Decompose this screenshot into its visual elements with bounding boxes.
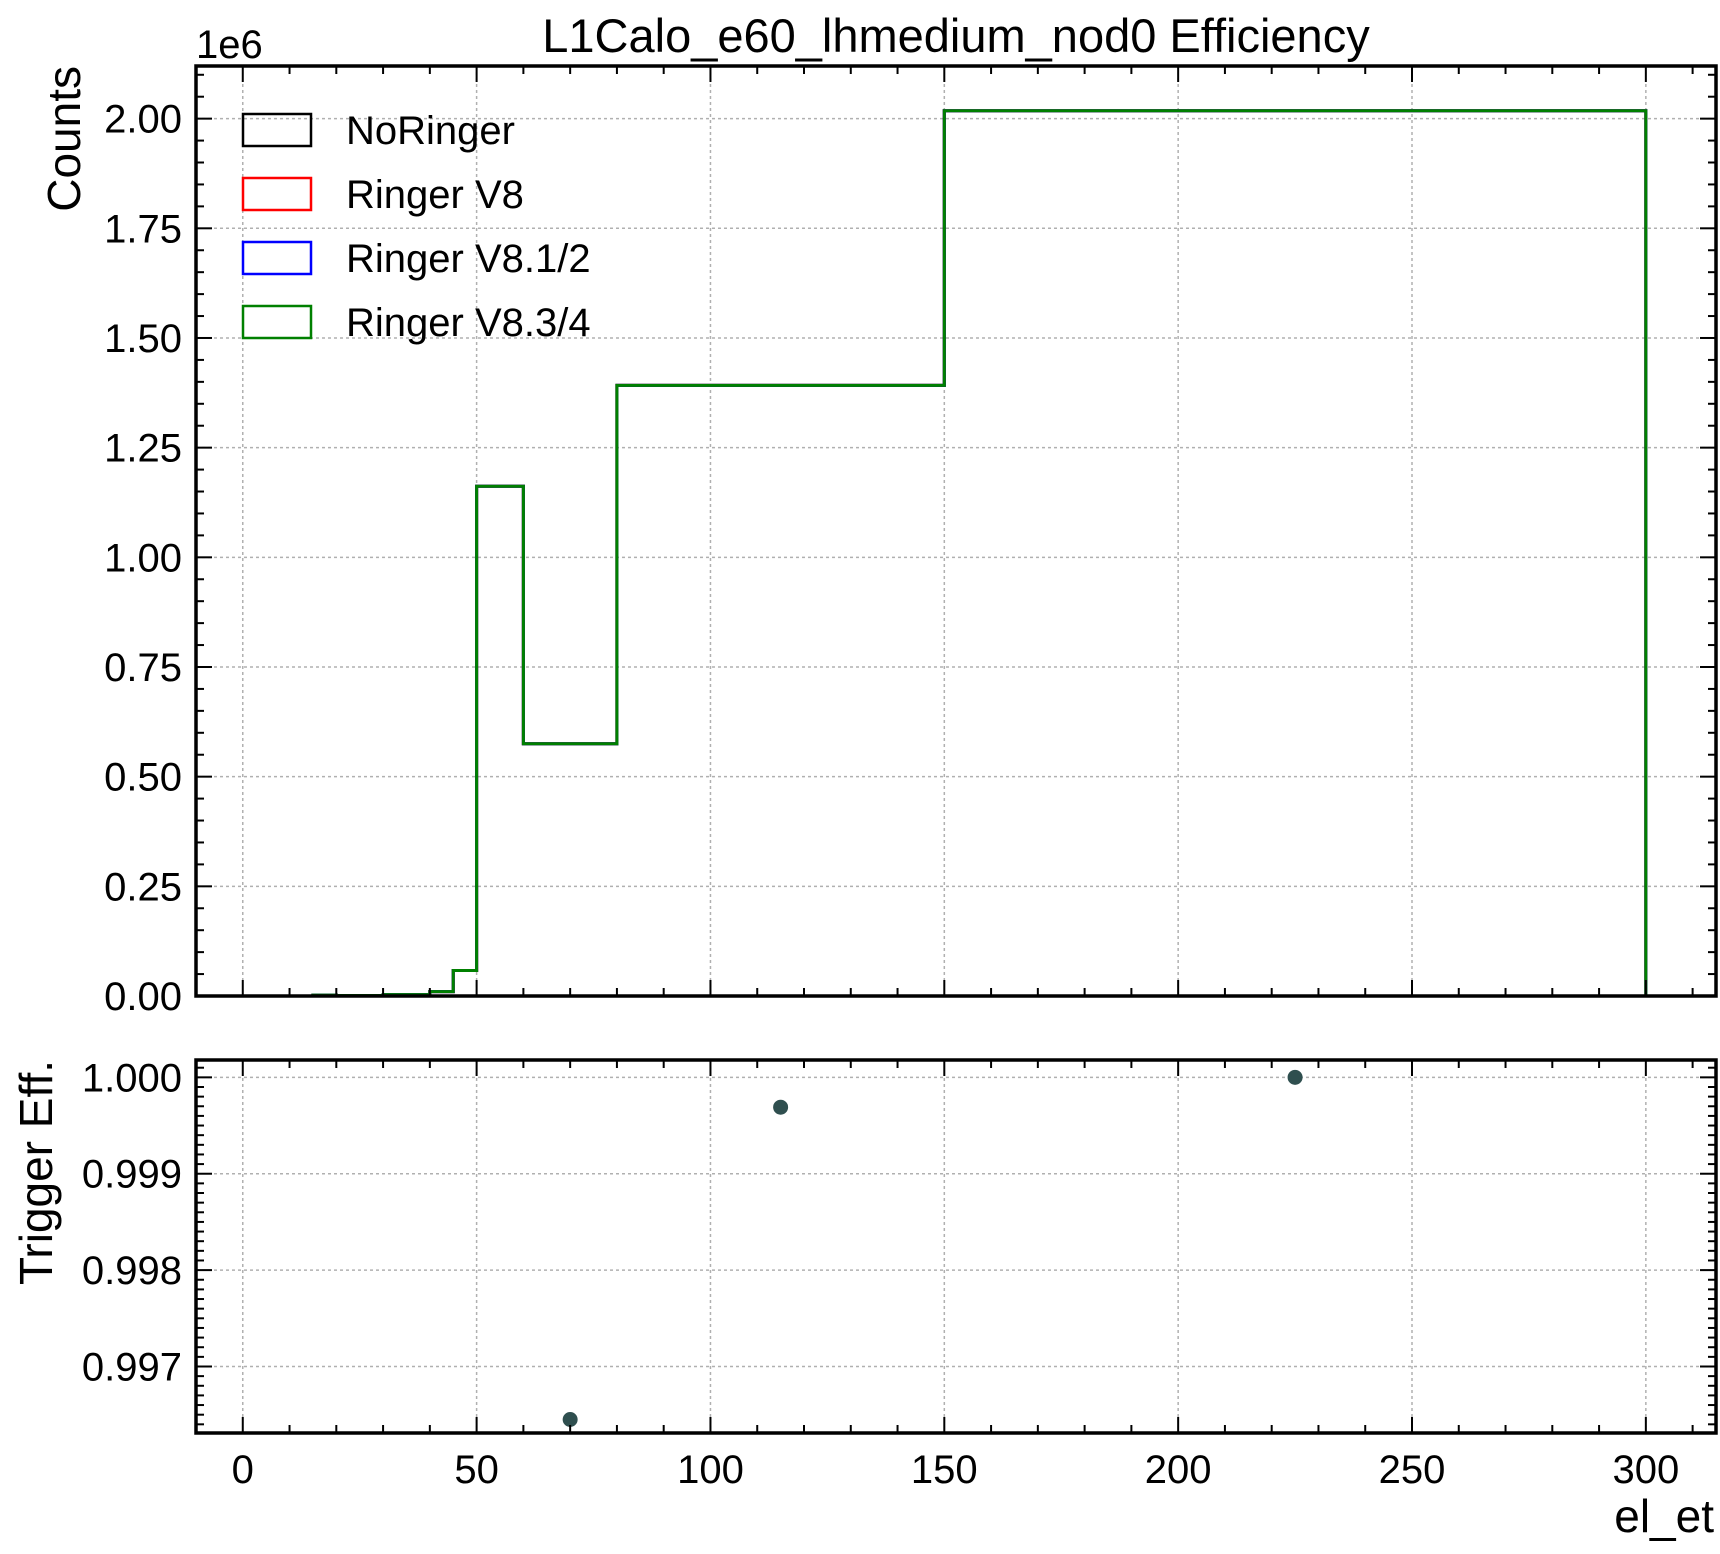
bottom-panel-grid — [196, 1060, 1716, 1433]
x-tick-label: 250 — [1379, 1448, 1446, 1492]
top-y-tick-label: 0.50 — [104, 756, 182, 800]
top-y-tick-label: 0.00 — [104, 975, 182, 1019]
bottom-panel-ticks — [195, 1060, 1716, 1433]
efficiency-point — [1287, 1069, 1303, 1085]
bottom-y-tick-label: 0.999 — [82, 1153, 182, 1197]
x-tick-label: 200 — [1145, 1448, 1212, 1492]
legend-swatch — [241, 240, 313, 276]
top-y-tick-label: 1.25 — [104, 427, 182, 471]
x-tick-label: 150 — [911, 1448, 978, 1492]
top-y-tick-label: 1.75 — [104, 207, 182, 251]
top-y-tick-label: 0.75 — [104, 646, 182, 690]
x-tick-label: 300 — [1612, 1448, 1679, 1492]
bottom-panel-points — [562, 1069, 1303, 1428]
efficiency-point — [562, 1412, 578, 1428]
bottom-y-axis-title: Trigger Eff. — [10, 1060, 62, 1285]
legend: NoRinger Ringer V8 Ringer V8.1/2 Ringer V8.… — [241, 109, 591, 345]
top-panel-tick-labels: 0.00 0.25 0.50 0.75 1.00 1.25 1.50 1.75 2.00 — [104, 98, 182, 1019]
legend-label: NoRinger — [346, 109, 515, 153]
x-tick-label: 0 — [232, 1448, 254, 1492]
top-y-tick-label: 1.50 — [104, 317, 182, 361]
legend-label: Ringer V8 — [346, 173, 524, 217]
bottom-y-tick-label: 0.998 — [82, 1249, 182, 1293]
bottom-y-tick-label: 1.000 — [82, 1056, 182, 1100]
y-offset-label: 1e6 — [196, 23, 263, 67]
legend-label: Ringer V8.1/2 — [346, 237, 591, 281]
bottom-y-tick-label: 0.997 — [82, 1345, 182, 1389]
top-y-tick-label: 0.25 — [104, 865, 182, 909]
x-axis-title: el_et — [1614, 1490, 1714, 1542]
top-y-axis-title: Counts — [38, 66, 90, 212]
bottom-panel-frame — [194, 1058, 1718, 1435]
legend-swatch — [241, 112, 313, 148]
x-tick-label: 100 — [677, 1448, 744, 1492]
legend-swatch — [241, 176, 313, 212]
legend-label: Ringer V8.3/4 — [346, 301, 591, 345]
efficiency-point — [773, 1099, 789, 1115]
top-y-tick-label: 1.00 — [104, 536, 182, 580]
top-y-tick-label: 2.00 — [104, 98, 182, 142]
legend-swatch — [241, 304, 313, 340]
x-tick-label: 50 — [454, 1448, 499, 1492]
top-panel-frame — [194, 64, 1718, 998]
bottom-panel-tick-labels: 0 50 100 150 200 250 300 0.997 0.998 0.999 1.000 — [82, 1056, 1679, 1492]
chart-title: L1Calo_e60_lhmedium_nod0 Efficiency — [542, 9, 1370, 62]
